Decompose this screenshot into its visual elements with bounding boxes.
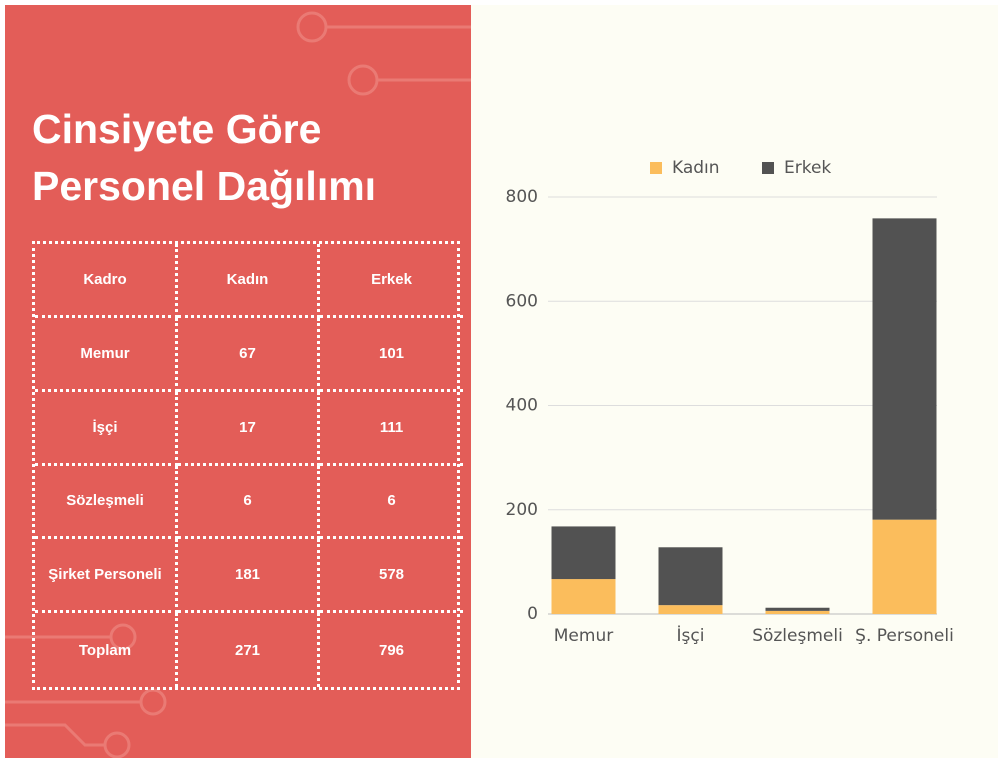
table-cell: 578 [320,539,463,614]
table-cell: 6 [320,466,463,540]
x-tick-label: Memur [554,626,613,646]
table-cell: Toplam [35,613,178,687]
table-cell: 67 [178,317,320,392]
legend-label: Kadın [672,158,720,178]
bar-segment [658,605,723,614]
table-cell: 17 [178,391,320,466]
table-cell: 101 [320,318,463,392]
table-cell: Sözleşmeli [35,465,178,540]
y-tick-label: 400 [506,396,538,416]
x-tick-label: İşçi [677,625,705,646]
bar-segment [551,526,616,580]
y-tick-label: 800 [506,187,538,207]
table: Kadro Kadın Erkek Memur 67 101 İşçi 17 111 Sözleş… [32,241,463,690]
table-cell: 271 [178,613,320,687]
bar-segment [765,607,830,611]
legend-swatch [650,162,662,174]
bar-segment [872,519,937,614]
table-cell: 111 [320,392,463,466]
bar-segment [658,547,723,606]
title: Cinsiyete Göre Personel Dağılımı [32,106,377,209]
y-tick-label: 0 [527,604,538,624]
table-cell: 796 [378,641,405,659]
y-tick-label: 600 [506,291,538,311]
bar-segment [872,218,937,520]
left-panel: Cinsiyete Göre Personel Dağılımı Kadro Ka… [5,5,471,758]
bar-segment [551,579,616,614]
bar-segment [765,610,830,614]
table-cell: İşçi [35,391,178,466]
legend-swatch [762,162,774,174]
table-cell: 181 [178,539,320,614]
table-cell: Şirket Personeli [35,539,178,614]
decoration [5,11,471,758]
header-cell: Kadın [178,244,320,318]
header-cell: Erkek [320,244,463,318]
x-tick-label: Ş. Personeli [855,626,954,646]
legend-label: Erkek [784,158,831,178]
x-tick-label: Sözleşmeli [752,626,843,646]
table-cell: 6 [178,465,320,540]
header-cell: Kadro [35,244,178,318]
table-cell: Memur [35,317,178,392]
y-tick-label: 200 [506,500,538,520]
